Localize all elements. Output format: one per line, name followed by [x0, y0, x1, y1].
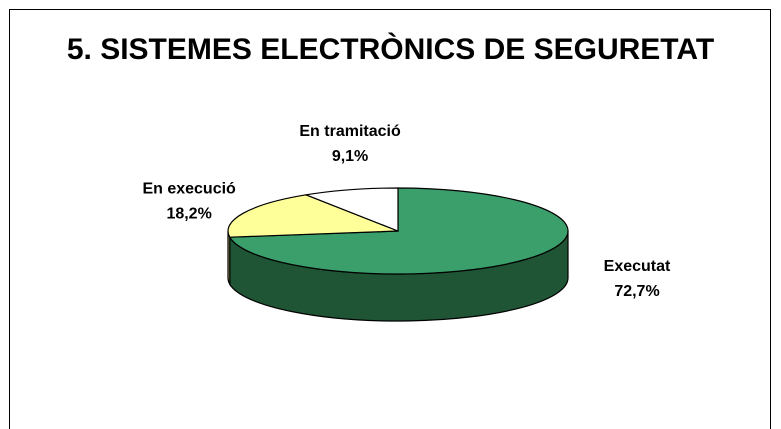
- pie-side-1: [227, 230, 231, 287]
- pie-slice-0: [228, 187, 569, 275]
- slice-label-2: En tramitació: [299, 123, 401, 140]
- slice-value-2: 9,1%: [332, 148, 368, 165]
- slice-label-0: Executat: [604, 258, 671, 275]
- pie-slice-1: [227, 194, 399, 238]
- slice-value-0: 72,7%: [614, 283, 659, 300]
- pie-slice-2: [303, 187, 399, 232]
- chart-title: 5. SISTEMES ELECTRÒNICS DE SEGURETAT: [66, 33, 715, 66]
- chart-frame: [9, 9, 771, 429]
- slice-label-1: En execució: [142, 181, 236, 198]
- slice-value-1: 18,2%: [166, 206, 211, 223]
